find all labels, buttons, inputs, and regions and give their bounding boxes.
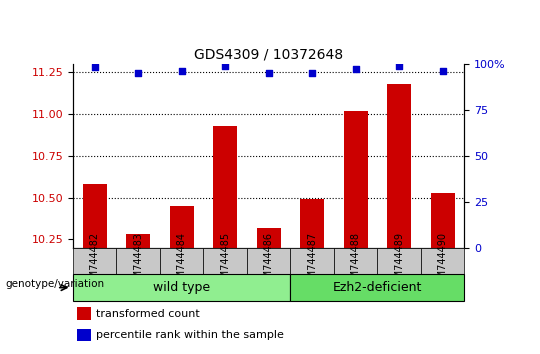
Point [308, 70, 316, 76]
Bar [73, 248, 117, 274]
Bar [77, 307, 91, 320]
Text: wild type: wild type [153, 281, 210, 294]
Text: GSM744483: GSM744483 [133, 232, 143, 291]
Bar [77, 329, 91, 341]
Title: GDS4309 / 10372648: GDS4309 / 10372648 [194, 47, 343, 61]
Bar [334, 248, 377, 274]
Text: Ezh2-deficient: Ezh2-deficient [333, 281, 422, 294]
Text: transformed count: transformed count [97, 309, 200, 319]
Bar [291, 248, 334, 274]
Bar [291, 274, 464, 301]
Text: GSM744486: GSM744486 [264, 232, 274, 291]
Text: GSM744488: GSM744488 [350, 232, 361, 291]
Bar [160, 248, 204, 274]
Bar [343, 110, 368, 248]
Bar [83, 184, 106, 248]
Point [395, 63, 403, 68]
Bar [421, 248, 464, 274]
Text: GSM744487: GSM744487 [307, 232, 317, 291]
Bar [213, 126, 237, 248]
Bar [256, 228, 281, 248]
Point [265, 70, 273, 76]
Point [90, 64, 99, 70]
Text: GSM744485: GSM744485 [220, 232, 230, 291]
Text: percentile rank within the sample: percentile rank within the sample [97, 330, 284, 340]
Text: GSM744484: GSM744484 [177, 232, 187, 291]
Bar [431, 193, 455, 248]
Bar [170, 206, 194, 248]
Text: genotype/variation: genotype/variation [5, 279, 105, 289]
Point [221, 63, 230, 68]
Bar [204, 248, 247, 274]
Bar [387, 84, 411, 248]
Bar [126, 234, 150, 248]
Point [177, 68, 186, 74]
Text: GSM744490: GSM744490 [437, 232, 448, 291]
Bar [300, 199, 324, 248]
Point [438, 68, 447, 74]
Point [352, 67, 360, 72]
Bar [247, 248, 291, 274]
Text: GSM744482: GSM744482 [90, 232, 100, 291]
Bar [377, 248, 421, 274]
Point [134, 70, 143, 76]
Bar [117, 248, 160, 274]
Bar [73, 274, 291, 301]
Text: GSM744489: GSM744489 [394, 232, 404, 291]
